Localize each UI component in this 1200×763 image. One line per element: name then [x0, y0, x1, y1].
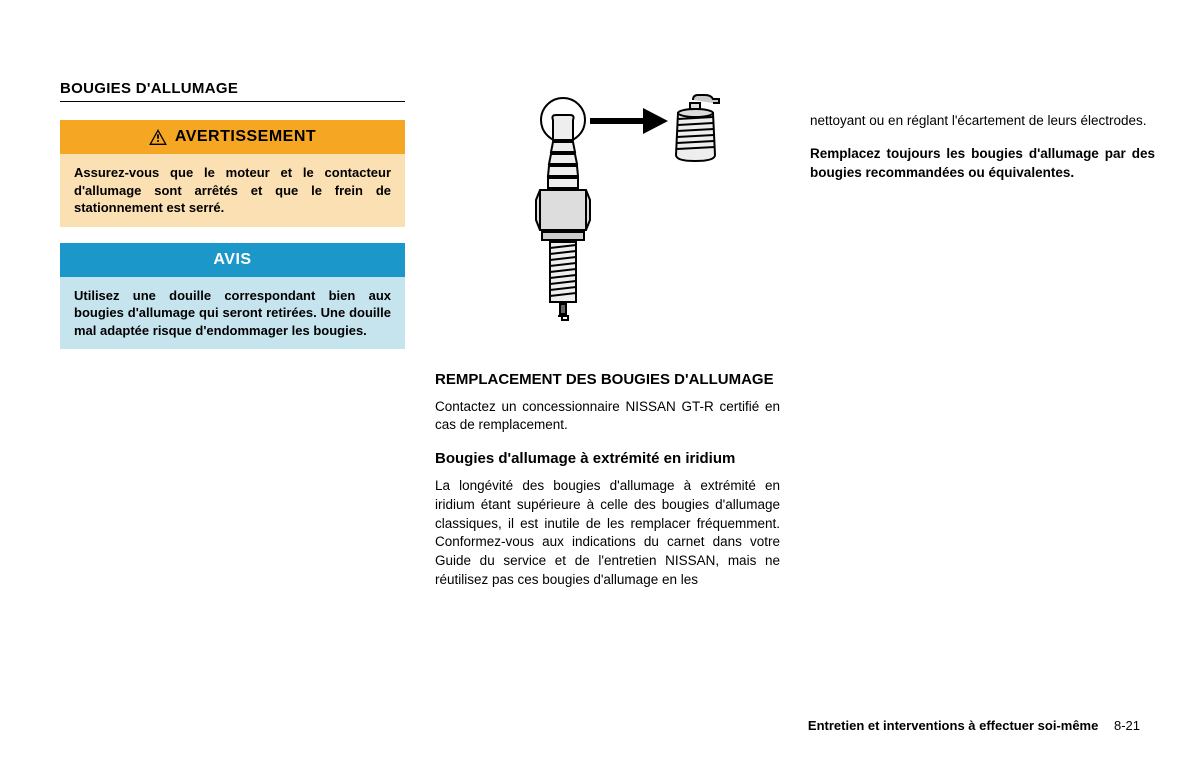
column-middle: REMPLACEMENT DES BOUGIES D'ALLUMAGE Cont…: [435, 80, 780, 590]
footer-section-text: Entretien et interventions à effectuer s…: [808, 718, 1098, 733]
section-title: BOUGIES D'ALLUMAGE: [60, 80, 405, 102]
column-right: nettoyant ou en réglant l'écartement de …: [810, 80, 1155, 590]
spark-plug-figure: [435, 80, 780, 350]
page-footer: Entretien et interventions à effectuer s…: [808, 718, 1140, 733]
replacement-paragraph: Contactez un concessionnaire NISSAN GT-R…: [435, 398, 780, 436]
warning-body-text: Assurez-vous que le moteur et le contact…: [60, 154, 405, 227]
warning-box: AVERTISSEMENT Assurez-vous que le moteur…: [60, 120, 405, 227]
warning-header-text: AVERTISSEMENT: [175, 128, 316, 146]
recommendation-paragraph: Remplacez toujours les bougies d'allu­ma…: [810, 145, 1155, 183]
warning-triangle-icon: [149, 129, 167, 145]
avis-box: AVIS Utilisez une douille correspondant …: [60, 243, 405, 350]
avis-body-text: Utilisez une douille correspondant bien …: [60, 277, 405, 350]
warning-header: AVERTISSEMENT: [60, 120, 405, 154]
page-content: BOUGIES D'ALLUMAGE AVERTISSEMENT Assurez…: [60, 80, 1140, 590]
iridium-heading: Bougies d'allumage à extrémité en iridiu…: [435, 449, 780, 469]
replacement-heading: REMPLACEMENT DES BOUGIES D'ALLUMAGE: [435, 370, 780, 390]
iridium-paragraph: La longévité des bougies d'allumage à ex…: [435, 477, 780, 590]
avis-header-text: AVIS: [60, 243, 405, 277]
continuation-paragraph: nettoyant ou en réglant l'écartement de …: [810, 112, 1155, 131]
footer-page-number: 8-21: [1114, 718, 1140, 733]
column-left: BOUGIES D'ALLUMAGE AVERTISSEMENT Assurez…: [60, 80, 405, 590]
spark-plug-illustration-icon: [478, 90, 738, 340]
